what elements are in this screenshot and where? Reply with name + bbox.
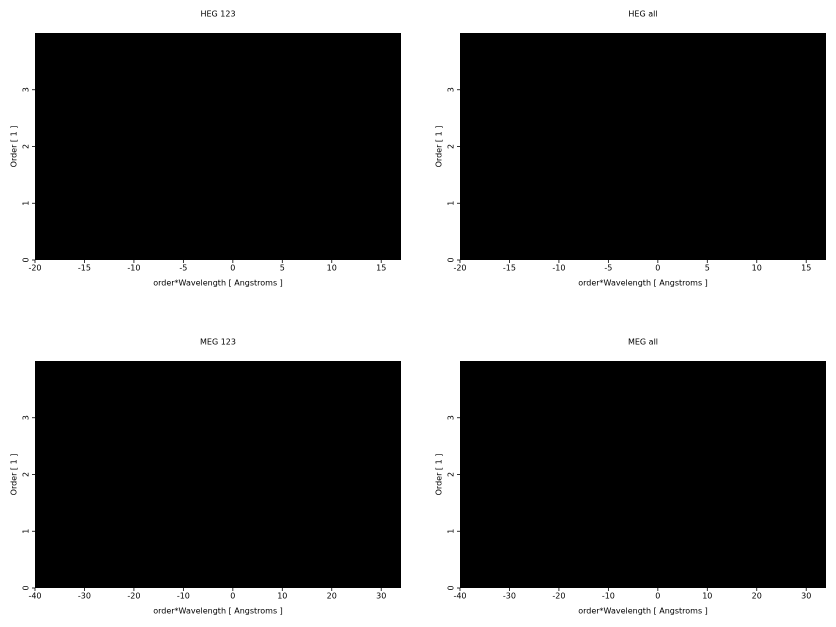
x-tick-label: 20: [752, 592, 762, 601]
x-tick-label: 0: [230, 264, 235, 273]
x-tick-label: -20: [28, 264, 41, 273]
x-axis-label: order*Wavelength [ Angstroms ]: [153, 279, 283, 288]
y-tick-label: 0: [22, 585, 31, 590]
x-tick-label: -30: [78, 592, 91, 601]
chart-title: MEG all: [628, 338, 658, 347]
plot-area: [460, 361, 826, 588]
x-tick-label: 10: [277, 592, 287, 601]
x-tick-label: 15: [376, 264, 386, 273]
y-tick-label: 2: [22, 144, 31, 149]
x-tick-label: -10: [177, 592, 190, 601]
y-tick-label: 3: [447, 87, 456, 92]
y-tick-label: 3: [22, 415, 31, 420]
y-tick-label: 0: [22, 257, 31, 262]
x-tick-label: -5: [604, 264, 612, 273]
x-axis-label: order*Wavelength [ Angstroms ]: [578, 279, 708, 288]
chart-title: MEG 123: [200, 338, 236, 347]
plot-area: [35, 33, 401, 260]
x-tick-label: -5: [179, 264, 187, 273]
plot-area: [35, 361, 401, 588]
x-axis-label: order*Wavelength [ Angstroms ]: [153, 607, 283, 616]
x-tick-label: -10: [127, 264, 140, 273]
y-tick-label: 2: [447, 472, 456, 477]
x-tick-label: 15: [801, 264, 811, 273]
y-axis-label: Order [ 1 ]: [10, 454, 19, 496]
x-tick-label: 20: [327, 592, 337, 601]
x-tick-label: 0: [655, 592, 660, 601]
x-tick-label: 5: [705, 264, 710, 273]
plot-area: [460, 33, 826, 260]
x-tick-label: 5: [280, 264, 285, 273]
y-tick-label: 2: [447, 144, 456, 149]
x-tick-label: -15: [503, 264, 516, 273]
x-tick-label: -10: [552, 264, 565, 273]
y-tick-label: 2: [22, 472, 31, 477]
y-axis-label: Order [ 1 ]: [10, 126, 19, 168]
x-tick-label: -30: [503, 592, 516, 601]
x-axis-label: order*Wavelength [ Angstroms ]: [578, 607, 708, 616]
x-tick-label: -20: [127, 592, 140, 601]
x-tick-label: 10: [752, 264, 762, 273]
x-tick-label: 10: [327, 264, 337, 273]
y-tick-label: 1: [447, 201, 456, 206]
x-tick-label: 0: [655, 264, 660, 273]
y-tick-label: 1: [22, 201, 31, 206]
chart-title: HEG all: [628, 10, 657, 19]
y-tick-label: 3: [22, 87, 31, 92]
x-tick-label: -40: [453, 592, 466, 601]
chart-title: HEG 123: [200, 10, 235, 19]
x-tick-label: -20: [453, 264, 466, 273]
x-tick-label: 30: [801, 592, 811, 601]
y-tick-label: 3: [447, 415, 456, 420]
x-tick-label: -20: [552, 592, 565, 601]
x-tick-label: -10: [602, 592, 615, 601]
y-tick-label: 0: [447, 257, 456, 262]
x-tick-label: 0: [230, 592, 235, 601]
y-tick-label: 0: [447, 585, 456, 590]
y-tick-label: 1: [447, 529, 456, 534]
y-axis-label: Order [ 1 ]: [435, 454, 444, 496]
y-axis-label: Order [ 1 ]: [435, 126, 444, 168]
x-tick-label: 30: [376, 592, 386, 601]
y-tick-label: 1: [22, 529, 31, 534]
x-tick-label: 10: [702, 592, 712, 601]
x-tick-label: -15: [78, 264, 91, 273]
x-tick-label: -40: [28, 592, 41, 601]
